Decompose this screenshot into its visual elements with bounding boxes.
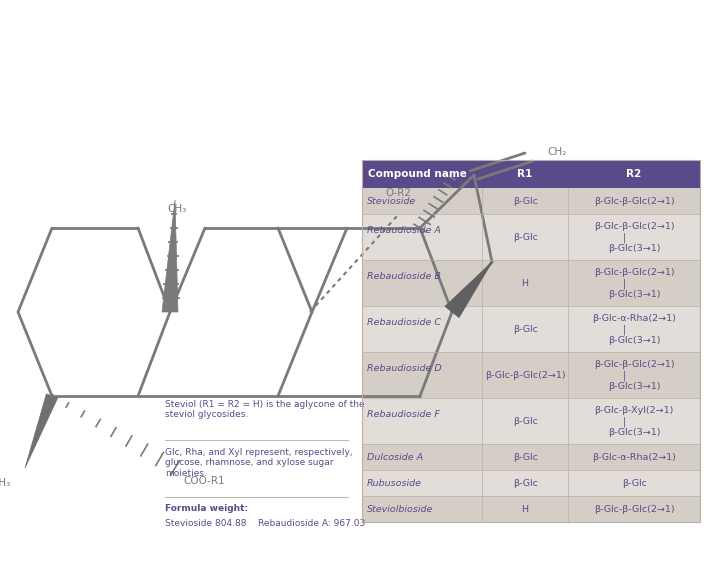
Text: CH₃: CH₃ xyxy=(0,478,11,488)
Text: β-Glc-β-Glc(2→1): β-Glc-β-Glc(2→1) xyxy=(593,360,674,369)
Text: |: | xyxy=(622,417,626,427)
Text: |: | xyxy=(622,279,626,289)
Text: β-Glc(3→1): β-Glc(3→1) xyxy=(608,336,660,345)
Text: β-Glc-α-Rha(2→1): β-Glc-α-Rha(2→1) xyxy=(592,315,676,323)
Text: β-Glc-β-Glc(2→1): β-Glc-β-Glc(2→1) xyxy=(593,269,674,277)
Text: Compound name: Compound name xyxy=(368,169,467,179)
Bar xyxy=(362,188,700,214)
Text: β-Glc-β-Glc(2→1): β-Glc-β-Glc(2→1) xyxy=(593,196,674,205)
Text: |: | xyxy=(622,233,626,243)
Text: β-Glc(3→1): β-Glc(3→1) xyxy=(608,428,660,438)
Text: β-Glc-β-Xyl(2→1): β-Glc-β-Xyl(2→1) xyxy=(594,406,674,415)
Text: CH₃: CH₃ xyxy=(168,204,187,214)
Text: |: | xyxy=(622,325,626,335)
Bar xyxy=(362,214,700,260)
Text: Formula weight:: Formula weight: xyxy=(165,504,248,513)
Text: Glc, Rha, and Xyl represent, respectively,
glucose, rhamnose, and xylose sugar
m: Glc, Rha, and Xyl represent, respectivel… xyxy=(165,448,353,478)
Text: Rebaudioside C: Rebaudioside C xyxy=(367,318,441,327)
Text: β-Glc-α-Rha(2→1): β-Glc-α-Rha(2→1) xyxy=(592,452,676,461)
Text: COO-R1: COO-R1 xyxy=(183,476,225,486)
Text: β-Glc: β-Glc xyxy=(513,452,538,461)
Text: R1: R1 xyxy=(517,169,533,179)
Text: Rebaudioside F: Rebaudioside F xyxy=(367,410,440,419)
Bar xyxy=(362,352,700,398)
Polygon shape xyxy=(445,262,492,318)
Bar xyxy=(362,398,700,444)
Text: β-Glc: β-Glc xyxy=(513,417,538,426)
Text: β-Glc: β-Glc xyxy=(513,233,538,241)
Text: O-R2: O-R2 xyxy=(385,188,411,198)
Text: CH₂: CH₂ xyxy=(547,147,566,157)
Text: Steviol (R1 = R2 = H) is the aglycone of the
steviol glycosides.: Steviol (R1 = R2 = H) is the aglycone of… xyxy=(165,400,365,419)
Text: H: H xyxy=(522,505,529,513)
Bar xyxy=(362,260,700,306)
Bar xyxy=(362,160,700,188)
Text: β-Glc(3→1): β-Glc(3→1) xyxy=(608,382,660,391)
Text: |: | xyxy=(622,370,626,381)
Text: β-Glc(3→1): β-Glc(3→1) xyxy=(608,290,660,299)
Text: β-Glc-β-Glc(2→1): β-Glc-β-Glc(2→1) xyxy=(593,505,674,513)
Bar xyxy=(362,444,700,470)
Text: β-Glc: β-Glc xyxy=(622,479,646,488)
Text: Dulcoside A: Dulcoside A xyxy=(367,452,423,461)
Text: Rebaudioside A: Rebaudioside A xyxy=(367,225,441,234)
Text: R2: R2 xyxy=(627,169,642,179)
Text: Stevioside 804.88    Rebaudioside A: 967.03: Stevioside 804.88 Rebaudioside A: 967.03 xyxy=(165,519,365,528)
Bar xyxy=(362,306,700,352)
Text: Rubusoside: Rubusoside xyxy=(367,479,422,488)
Text: H: H xyxy=(522,278,529,287)
Text: β-Glc: β-Glc xyxy=(513,196,538,205)
Text: Rebaudioside D: Rebaudioside D xyxy=(367,364,441,373)
Text: β-Glc(3→1): β-Glc(3→1) xyxy=(608,245,660,253)
Polygon shape xyxy=(162,200,178,312)
Text: Stevioside: Stevioside xyxy=(367,196,416,205)
Polygon shape xyxy=(25,394,58,468)
Bar xyxy=(362,496,700,522)
Text: β-Glc: β-Glc xyxy=(513,479,538,488)
Text: β-Glc: β-Glc xyxy=(513,324,538,333)
Text: Rebaudioside B: Rebaudioside B xyxy=(367,271,441,281)
Text: β-Glc-β-Glc(2→1): β-Glc-β-Glc(2→1) xyxy=(593,222,674,232)
Text: β-Glc-β-Glc(2→1): β-Glc-β-Glc(2→1) xyxy=(485,370,565,380)
Text: Steviolbioside: Steviolbioside xyxy=(367,505,434,513)
Bar xyxy=(362,470,700,496)
